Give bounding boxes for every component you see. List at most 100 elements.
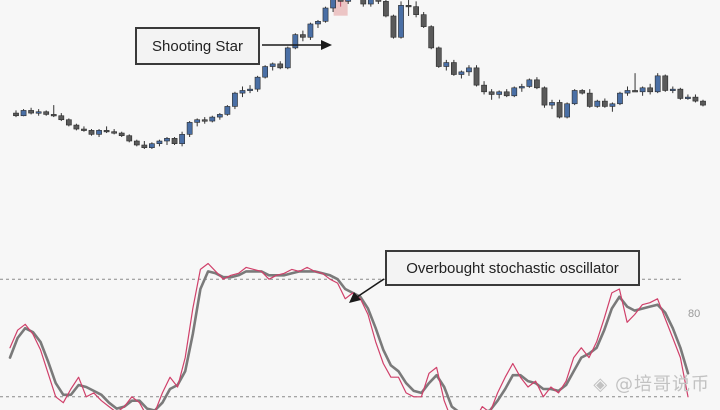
candle-body [511, 87, 518, 97]
candle-body [88, 130, 95, 135]
candle-body [81, 128, 87, 131]
stochastic-fast-line [9, 262, 689, 410]
candle-body [594, 100, 601, 107]
candle-body [367, 0, 374, 5]
stochastic-slow-line [8, 270, 690, 410]
candle-body [647, 87, 654, 93]
candle-body [451, 62, 457, 75]
shooting-star-label: Shooting Star [135, 27, 260, 65]
candle-body [300, 34, 306, 38]
candle-body [13, 112, 19, 117]
watermark: ◈ @培哥说币 [593, 374, 710, 395]
shooting-star-arrowhead [321, 40, 332, 50]
candle-body [96, 130, 102, 135]
candle-body [654, 75, 661, 93]
candle-body [103, 130, 110, 133]
candlestick-series [13, 0, 706, 149]
candle-body [284, 47, 291, 69]
candle-body [617, 92, 623, 105]
candle-body [164, 138, 170, 142]
candle-body [133, 140, 140, 146]
highlight-band [333, 0, 348, 16]
candle-body [247, 88, 253, 91]
candle-body [624, 90, 631, 94]
level-80-label: 80 [688, 308, 701, 320]
candle-body [639, 87, 646, 93]
candle-body [503, 91, 510, 97]
candle-body [466, 67, 472, 73]
candle-body [254, 76, 261, 90]
candle-body [141, 144, 148, 148]
candle-body [126, 135, 133, 142]
candle-body [579, 90, 586, 94]
candle-body [685, 96, 691, 99]
candle-body [586, 92, 593, 107]
candle-body [330, 0, 336, 9]
candle-body [390, 15, 397, 38]
candle-body [224, 106, 231, 115]
candle-body [262, 66, 268, 78]
candle-body [337, 0, 344, 2]
candle-body [360, 0, 367, 5]
candle-body [179, 134, 185, 144]
candle-body [677, 88, 684, 99]
candle-body [194, 119, 201, 123]
candle-body [111, 131, 118, 134]
candle-body [669, 88, 676, 91]
stochastic-arrowhead [349, 292, 361, 303]
stochastic-label: Overbought stochastic oscillator [385, 250, 640, 286]
candle-body [375, 0, 382, 2]
candle-body [488, 91, 495, 95]
candle-body [292, 34, 299, 49]
candle-body [186, 122, 193, 135]
stochastic-arrow-line [356, 278, 385, 298]
candle-body [435, 47, 442, 67]
candle-body [473, 67, 480, 86]
candle-body [269, 63, 276, 67]
candle-body [601, 100, 608, 107]
candle-body [307, 23, 314, 38]
candle-body [239, 90, 246, 94]
candle-body [345, 0, 352, 2]
candle-body [413, 6, 419, 15]
candle-body [549, 102, 555, 106]
candle-body [700, 100, 706, 106]
candle-body [20, 110, 27, 117]
candle-body [171, 138, 178, 144]
candle-body [28, 110, 34, 114]
candle-body [65, 119, 72, 126]
candle-body [428, 26, 435, 49]
candle-body [526, 79, 533, 87]
candle-body [632, 90, 638, 93]
candle-body [58, 115, 65, 121]
stochastic-level-lines [0, 278, 684, 398]
candle-body [405, 5, 412, 8]
candle-body [398, 5, 404, 38]
candle-body [43, 111, 50, 115]
candle-body [662, 75, 669, 91]
candle-body [420, 14, 427, 27]
candle-body [322, 7, 329, 22]
candle-body [50, 114, 57, 117]
stochastic-series [8, 262, 690, 410]
candle-body [209, 116, 216, 122]
candle-body [315, 21, 321, 25]
candle-body [481, 84, 487, 93]
candle-body [556, 102, 563, 118]
candle-body [534, 79, 540, 89]
candle-body [118, 132, 125, 136]
candle-body [496, 91, 503, 95]
candle-body [518, 86, 525, 89]
candle-body [156, 140, 163, 144]
candle-body [692, 96, 699, 102]
candle-body [443, 62, 450, 67]
candle-body [201, 119, 208, 122]
candle-body [73, 124, 80, 130]
candle-body [277, 63, 284, 69]
annotation-arrows [262, 40, 385, 303]
candle-body [35, 111, 42, 114]
candle-body [609, 103, 616, 107]
candle-body [383, 1, 389, 17]
candle-body [149, 143, 155, 148]
